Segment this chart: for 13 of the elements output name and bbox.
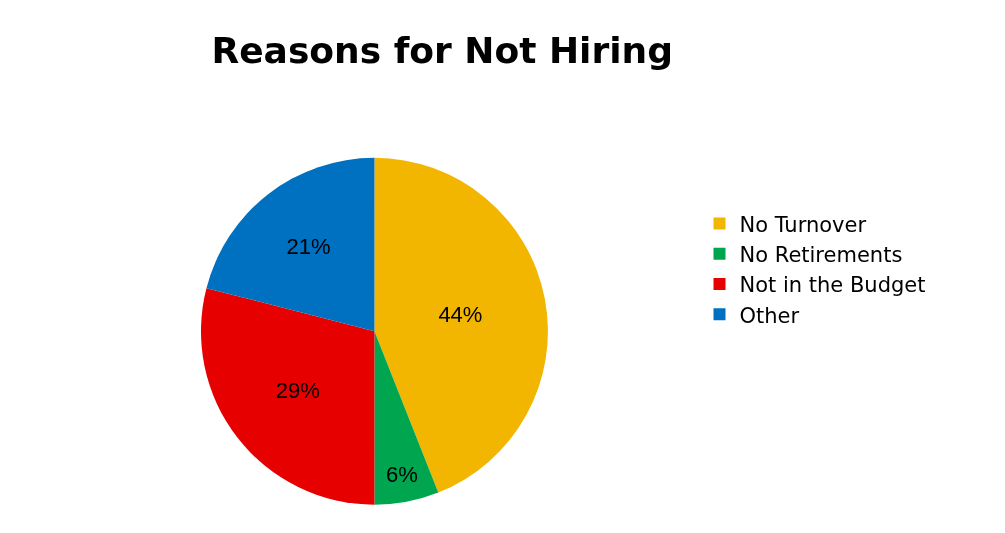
data-label: 44%	[438, 302, 483, 328]
data-label: 6%	[385, 462, 418, 488]
data-label: 29%	[275, 378, 320, 404]
pie-slice	[374, 331, 439, 505]
legend-label: No Retirements	[739, 242, 903, 267]
pie-slice	[206, 157, 375, 332]
legend-label: Other	[739, 303, 800, 328]
legend-label: No Turnover	[739, 212, 867, 237]
pie-slice	[374, 157, 548, 493]
legend-label: Not in the Budget	[739, 273, 926, 298]
chart-title: Reasons for Not Hiring	[211, 29, 673, 71]
pie-slice	[201, 288, 375, 505]
data-label: 21%	[286, 233, 331, 259]
